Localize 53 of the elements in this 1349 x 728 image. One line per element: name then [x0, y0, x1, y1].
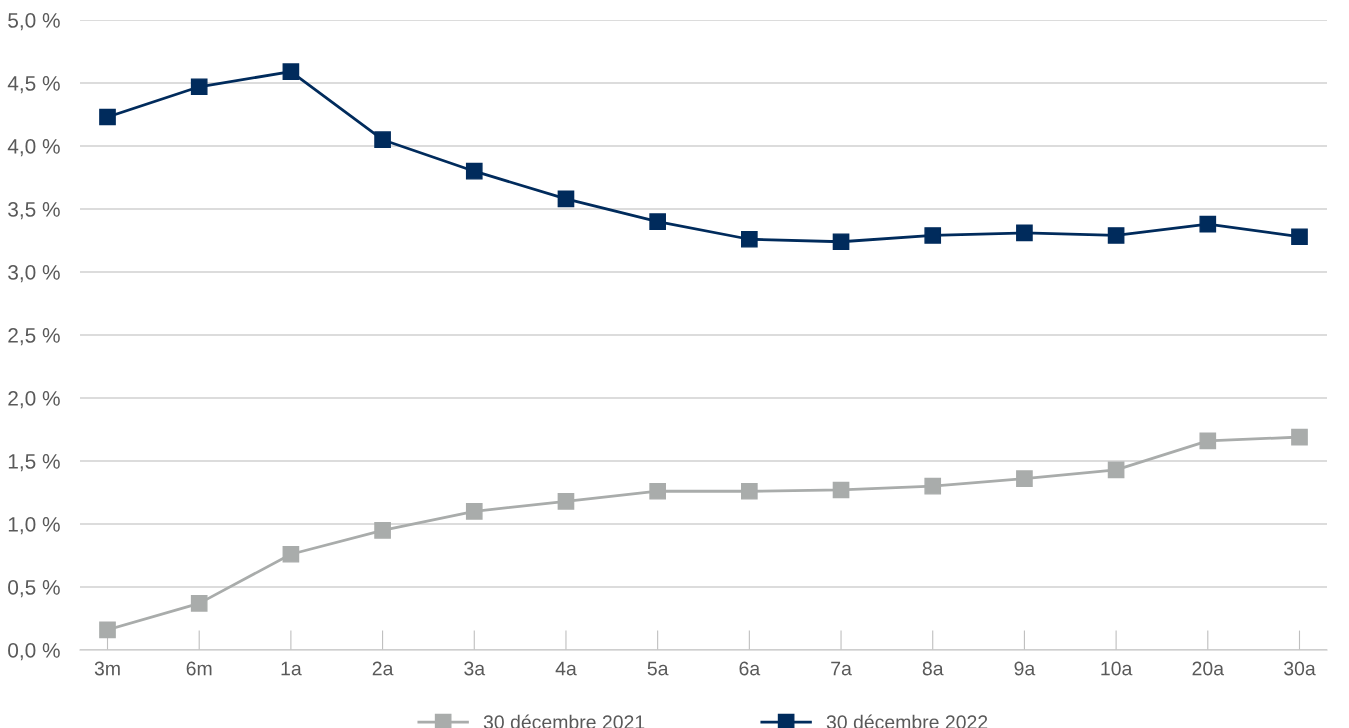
point — [465, 503, 483, 520]
point — [741, 482, 758, 500]
point — [1107, 461, 1125, 479]
point — [282, 545, 300, 563]
point — [557, 492, 575, 510]
point — [924, 227, 942, 244]
x-tick-label: 6m — [186, 661, 212, 676]
point — [190, 595, 208, 612]
point — [282, 63, 300, 80]
y-tick-label: 0,5 % — [8, 580, 60, 598]
y-tick-label: 3,0 % — [8, 265, 60, 283]
y-tick-label: 1,0 % — [8, 517, 60, 535]
y-tick-label: 5,0 % — [8, 13, 60, 31]
y-tick-label: 3,5 % — [8, 202, 60, 220]
point — [1199, 432, 1217, 450]
x-tick-label: 8a — [922, 661, 944, 676]
point — [1107, 227, 1125, 244]
y-tick-label: 2,0 % — [8, 391, 60, 409]
point — [99, 621, 116, 639]
point — [465, 162, 483, 180]
point — [924, 477, 942, 495]
point — [649, 213, 666, 230]
point — [649, 482, 666, 500]
x-tick-label: 9a — [1014, 661, 1036, 676]
x-tick-label: 1a — [281, 661, 302, 676]
point — [1016, 224, 1033, 242]
x-tick-label: 7a — [831, 661, 852, 676]
y-tick-label: 0,0 % — [8, 643, 60, 661]
point — [1016, 470, 1033, 487]
point — [374, 521, 391, 539]
point — [832, 481, 850, 499]
x-tick-label: 3m — [94, 661, 120, 676]
x-tick-label: 6a — [739, 661, 761, 676]
point — [832, 233, 850, 251]
point — [1199, 215, 1217, 233]
point — [1291, 228, 1308, 246]
x-tick-label: 10a — [1101, 661, 1133, 676]
x-tick-label: 4a — [555, 661, 577, 676]
x-tick-label: 30a — [1284, 661, 1316, 676]
y-tick-label: 2,5 % — [8, 328, 60, 346]
x-tick-label: 5a — [647, 661, 669, 676]
y-tick-label: 4,0 % — [7, 139, 60, 157]
x-tick-label: 3a — [464, 661, 486, 676]
x-tick-label: 20a — [1192, 661, 1225, 676]
y-tick-label: 1,5 % — [8, 454, 60, 472]
point — [374, 131, 391, 149]
point — [557, 190, 575, 208]
point — [190, 78, 208, 96]
x-tick-label: 2a — [372, 661, 394, 676]
point — [99, 108, 116, 126]
y-tick-label: 4,5 % — [7, 76, 60, 94]
point — [1291, 428, 1308, 446]
point — [741, 230, 758, 248]
